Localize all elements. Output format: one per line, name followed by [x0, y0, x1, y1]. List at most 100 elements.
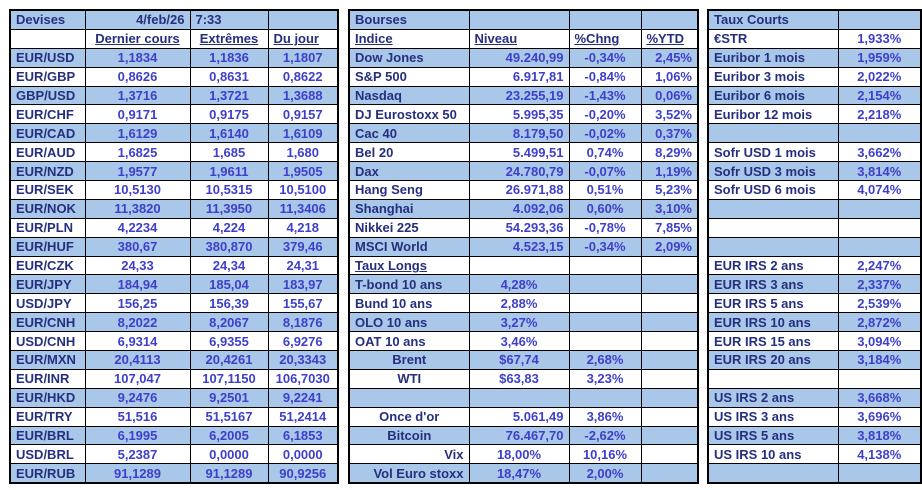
value-cell: 4,138%	[837, 444, 922, 465]
value-cell: 2,539%	[837, 293, 922, 314]
value-cell	[837, 123, 922, 144]
value-cell: -0,34%	[568, 236, 642, 257]
value-cell	[640, 368, 699, 389]
table-row: EUR/TRY 51,516 51,5167 51,2414	[9, 406, 339, 427]
bourses-panel: Bourses Indice Niveau %Chng %YTD Dow Jones 49.…	[348, 9, 699, 485]
value-cell	[640, 9, 699, 30]
value-cell: 0,8626	[84, 66, 191, 87]
row-label: EUR/HUF	[9, 236, 86, 257]
value-cell: 3,46%	[468, 331, 570, 352]
value-cell: 6,1995	[84, 425, 191, 446]
value-cell	[568, 387, 642, 408]
value-cell: 380,870	[189, 236, 269, 257]
value-cell: 0,0000	[267, 444, 339, 465]
row-label	[707, 368, 839, 389]
table-row: Taux Courts	[707, 9, 922, 30]
value-cell	[568, 331, 642, 352]
table-row: Once d'or 5.061,49 3,86%	[348, 406, 699, 427]
table-row: Euribor 1 mois 1,959%	[707, 47, 922, 68]
value-cell: 91,1289	[84, 463, 191, 484]
value-cell: 90,9256	[267, 463, 339, 484]
row-label: Vol Euro stoxx	[348, 463, 470, 484]
value-cell	[837, 368, 922, 389]
date: 4/feb/26	[84, 9, 191, 30]
value-cell: 5.499,51	[468, 142, 570, 163]
value-cell: 0,06%	[640, 85, 699, 106]
value-cell: 3,184%	[837, 350, 922, 370]
row-label: Cac 40	[348, 123, 470, 144]
value-cell: 1,3688	[267, 85, 339, 106]
value-cell: 6,9355	[189, 331, 269, 352]
row-label: EUR/CHF	[9, 104, 86, 125]
row-label: Once d'or	[348, 406, 470, 427]
value-cell	[837, 217, 922, 238]
table-row	[707, 463, 922, 484]
table-row: EUR IRS 2 ans 2,247%	[707, 255, 922, 276]
row-label: EUR IRS 2 ans	[707, 255, 839, 276]
value-cell: 10,5100	[267, 180, 339, 200]
row-label: Shanghai	[348, 198, 470, 219]
value-cell	[468, 9, 570, 30]
table-row: S&P 500 6.917,81 -0,84% 1,06%	[348, 66, 699, 87]
value-cell: 107,1150	[189, 368, 269, 389]
row-label	[707, 123, 839, 144]
value-cell: 91,1289	[189, 463, 269, 484]
table-row: EUR/JPY 184,94 185,04 183,97	[9, 274, 339, 295]
row-label: Dow Jones	[348, 47, 470, 68]
value-cell	[267, 9, 339, 30]
row-label: Bitcoin	[348, 425, 470, 446]
value-cell: 155,67	[267, 293, 339, 314]
value-cell	[640, 274, 699, 295]
table-row: Euribor 3 mois 2,022%	[707, 66, 922, 87]
value-cell: 2,218%	[837, 104, 922, 125]
value-cell: 1,959%	[837, 47, 922, 68]
table-row: Nasdaq 23.255,19 -1,43% 0,06%	[348, 85, 699, 106]
row-label	[707, 217, 839, 238]
value-cell: 1,9611	[189, 161, 269, 182]
table-row: EUR IRS 20 ans 3,184%	[707, 350, 922, 370]
value-cell: 3,662%	[837, 142, 922, 163]
row-label: WTI	[348, 368, 470, 389]
value-cell: 1,6140	[189, 123, 269, 144]
table-row: Nikkei 225 54.293,36 -0,78% 7,85%	[348, 217, 699, 238]
value-cell: 26.971,88	[468, 180, 570, 200]
value-cell: 10,5130	[84, 180, 191, 200]
row-label: EUR IRS 3 ans	[707, 274, 839, 295]
table-row: Brent $67,74 2,68%	[348, 350, 699, 370]
value-cell: 1,6109	[267, 123, 339, 144]
value-cell: 156,25	[84, 293, 191, 314]
value-cell: 3,094%	[837, 331, 922, 352]
value-cell: 4,28%	[468, 274, 570, 295]
value-cell: 0,9157	[267, 104, 339, 125]
table-row: Dernier cours Extrêmes Du jour	[9, 28, 339, 49]
row-label: USD/JPY	[9, 293, 86, 314]
value-cell	[640, 350, 699, 370]
row-label: EUR IRS 10 ans	[707, 312, 839, 333]
table-row: EUR/USD 1,1834 1,1836 1,1807	[9, 47, 339, 68]
table-row: Devises 4/feb/26 7:33	[9, 9, 339, 30]
value-cell: 9,2476	[84, 387, 191, 408]
value-cell: $63,83	[468, 368, 570, 389]
value-cell: 18,00%	[468, 444, 570, 465]
value-cell: 0,74%	[568, 142, 642, 163]
value-cell: $67,74	[468, 350, 570, 370]
value-cell: 3,10%	[640, 198, 699, 219]
col-header: Indice	[348, 28, 470, 49]
value-cell: 24.780,79	[468, 161, 570, 182]
time: 7:33	[189, 9, 269, 30]
row-label: EUR/BRL	[9, 425, 86, 446]
row-label	[9, 28, 86, 49]
section-title-bourses: Bourses	[348, 9, 470, 30]
table-row: USD/JPY 156,25 156,39 155,67	[9, 293, 339, 314]
value-cell	[640, 255, 699, 276]
value-cell: -0,34%	[568, 47, 642, 68]
value-cell: 3,818%	[837, 425, 922, 446]
value-cell: 9,2241	[267, 387, 339, 408]
value-cell	[837, 463, 922, 484]
table-row	[348, 387, 699, 408]
value-cell	[640, 406, 699, 427]
row-label	[707, 236, 839, 257]
table-row: GBP/USD 1,3716 1,3721 1,3688	[9, 85, 339, 106]
table-row: EUR/HKD 9,2476 9,2501 9,2241	[9, 387, 339, 408]
